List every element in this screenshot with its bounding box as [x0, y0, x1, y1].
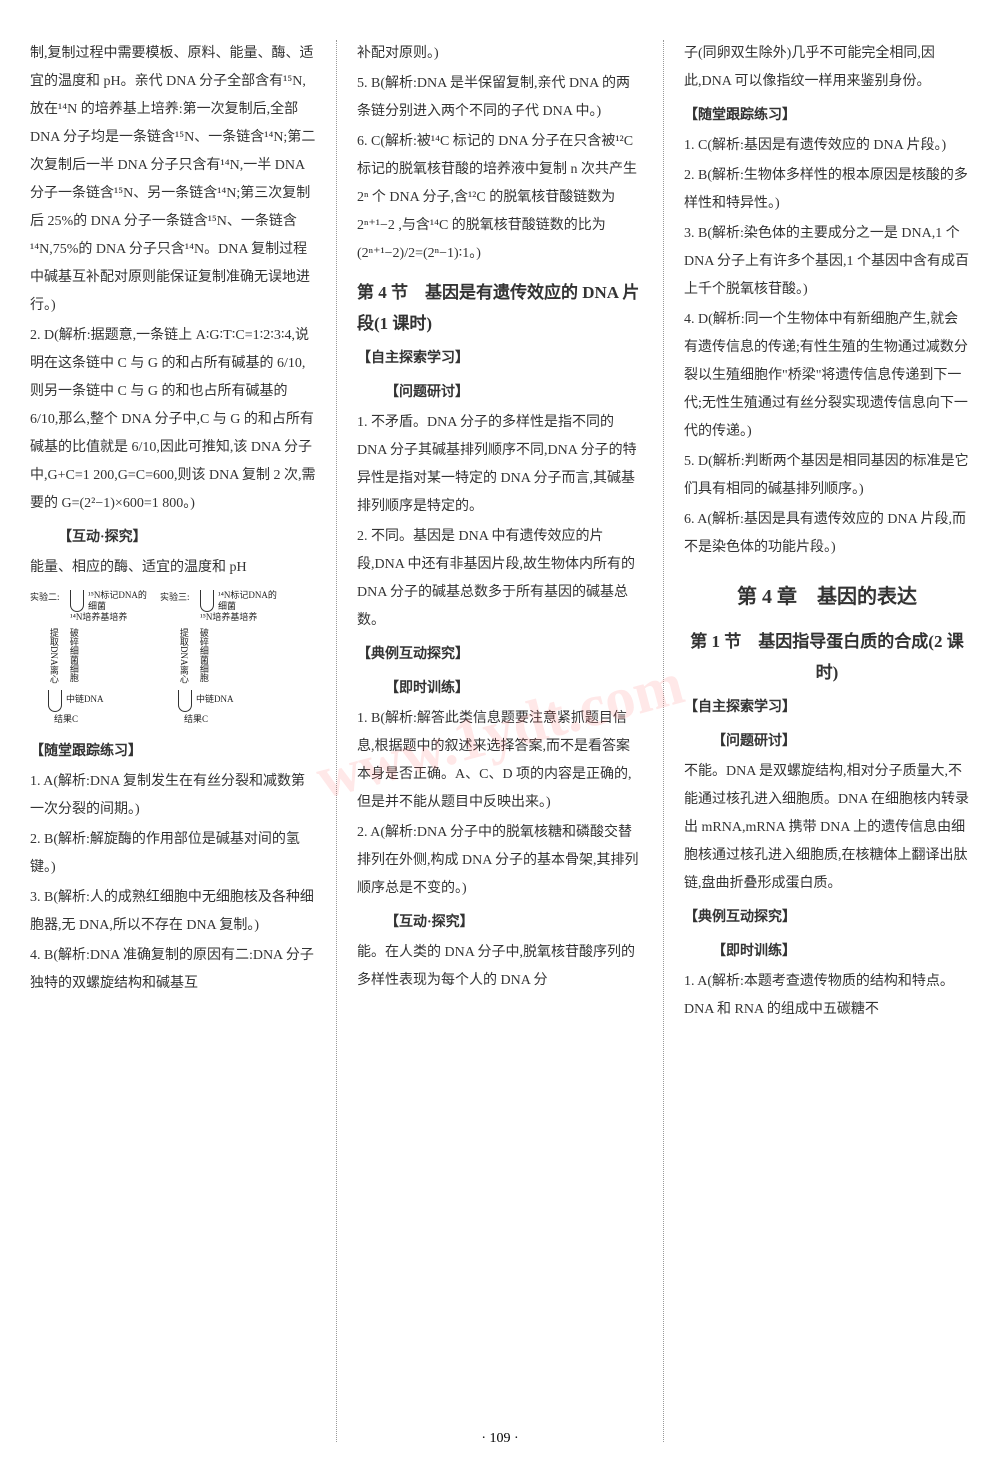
diagram-dna-r: ¹⁴N标记DNA的细菌	[218, 590, 278, 612]
diagram-extract-l: 提取DNA离心	[48, 628, 58, 684]
col3-jishi-title: 【即时训练】	[712, 938, 970, 966]
col3-chapter4-title: 第 4 章 基因的表达	[684, 577, 970, 617]
col3-section1-title: 第 1 节 基因指导蛋白质的合成(2 课时)	[684, 627, 970, 688]
tube-icon-2	[48, 690, 62, 712]
col2-p8: 能。在人类的 DNA 分子中,脱氧核苷酸序列的多样性表现为每个人的 DNA 分	[357, 939, 643, 995]
col3-q6: 6. A(解析:基因是具有遗传效应的 DNA 片段,而不是染色体的功能片段。)	[684, 506, 970, 562]
col1-q1: 1. A(解析:DNA 复制发生在有丝分裂和减数第一次分裂的间期。)	[30, 768, 316, 824]
col3-q3: 3. B(解析:染色体的主要成分之一是 DNA,1 个 DNA 分子上有许多个基…	[684, 220, 970, 304]
diagram-result-r: 结果C	[184, 714, 208, 725]
column-separator-1	[336, 40, 337, 1442]
col2-hudong-title: 【互动·探究】	[385, 909, 643, 937]
col3-p2: 不能。DNA 是双螺旋结构,相对分子质量大,不能通过核孔进入细胞质。DNA 在细…	[684, 758, 970, 898]
experiment-diagram: 实验二: ¹⁵N标记DNA的细菌 ¹⁴N培养基培养 提取DNA离心 破碎细菌细胞…	[30, 590, 316, 730]
col3-q1: 1. C(解析:基因是有遗传效应的 DNA 片段。)	[684, 132, 970, 160]
diagram-break-l: 破碎细菌细胞	[68, 628, 78, 682]
column-separator-2	[663, 40, 664, 1442]
col2-p7: 2. A(解析:DNA 分子中的脱氧核糖和磷酸交替排列在外侧,构成 DNA 分子…	[357, 819, 643, 903]
col2-p6: 1. B(解析:解答此类信息题要注意紧抓题目信息,根据题中的叙述来选择答案,而不…	[357, 705, 643, 817]
col2-p4: 1. 不矛盾。DNA 分子的多样性是指不同的 DNA 分子其碱基排列顺序不同,D…	[357, 409, 643, 521]
diagram-result-l: 结果C	[54, 714, 78, 725]
diagram-right-label: 实验三:	[160, 592, 190, 603]
col3-q4: 4. D(解析:同一个生物体中有新细胞产生,就会有遗传信息的传递;有性生殖的生物…	[684, 306, 970, 446]
col1-q2: 2. B(解析:解旋酶的作用部位是碱基对间的氢键。)	[30, 826, 316, 882]
col2-p1: 补配对原则。)	[357, 40, 643, 68]
col2-p2: 5. B(解析:DNA 是半保留复制,亲代 DNA 的两条链分别进入两个不同的子…	[357, 70, 643, 126]
col1-p1: 制,复制过程中需要模板、原料、能量、酶、适宜的温度和 pH。亲代 DNA 分子全…	[30, 40, 316, 320]
col3-zizhu-title: 【自主探索学习】	[684, 694, 970, 722]
col3-p1: 子(同卵双生除外)几乎不可能完全相同,因此,DNA 可以像指纹一样用来鉴别身份。	[684, 40, 970, 96]
page-container: 制,复制过程中需要模板、原料、能量、酶、适宜的温度和 pH。亲代 DNA 分子全…	[0, 0, 1000, 1462]
col2-dianli-title: 【典例互动探究】	[357, 641, 643, 669]
col2-wenti-title: 【问题研讨】	[385, 379, 643, 407]
col1-q4: 4. B(解析:DNA 准确复制的原因有二:DNA 分子独特的双螺旋结构和碱基互	[30, 942, 316, 998]
diagram-break-r: 破碎细菌细胞	[198, 628, 208, 682]
col1-hudong-title: 【互动·探究】	[58, 524, 316, 552]
diagram-left-label: 实验二:	[30, 592, 60, 603]
tube-icon-4	[178, 690, 192, 712]
tube-icon-3	[200, 590, 214, 612]
col1-p3: 能量、相应的酶、适宜的温度和 pH	[30, 554, 316, 582]
page-number: · 109 ·	[481, 1431, 518, 1447]
col2-p5: 2. 不同。基因是 DNA 中有遗传效应的片段,DNA 中还有非基因片段,故生物…	[357, 523, 643, 635]
col3-dianli-title: 【典例互动探究】	[684, 904, 970, 932]
column-3: 子(同卵双生除外)几乎不可能完全相同,因此,DNA 可以像指纹一样用来鉴别身份。…	[684, 40, 970, 1442]
col1-suitang-title: 【随堂跟踪练习】	[30, 738, 316, 766]
col1-q3: 3. B(解析:人的成熟红细胞中无细胞核及各种细胞器,无 DNA,所以不存在 D…	[30, 884, 316, 940]
tube-icon	[70, 590, 84, 612]
col2-p3: 6. C(解析:被¹⁴C 标记的 DNA 分子在只含被¹²C 标记的脱氧核苷酸的…	[357, 128, 643, 268]
col3-q2: 2. B(解析:生物体多样性的根本原因是核酸的多样性和特异性。)	[684, 162, 970, 218]
diagram-extract-r: 提取DNA离心	[178, 628, 188, 684]
col2-zizhu-title: 【自主探索学习】	[357, 345, 643, 373]
diagram-dna-l: ¹⁵N标记DNA的细菌	[88, 590, 148, 612]
col3-suitang-title: 【随堂跟踪练习】	[684, 102, 970, 130]
col3-wenti-title: 【问题研讨】	[712, 728, 970, 756]
col3-q5: 5. D(解析:判断两个基因是相同基因的标准是它们具有相同的碱基排列顺序。)	[684, 448, 970, 504]
diagram-mid-dna-r: 中链DNA	[196, 694, 234, 705]
col2-jishi-title: 【即时训练】	[385, 675, 643, 703]
column-1: 制,复制过程中需要模板、原料、能量、酶、适宜的温度和 pH。亲代 DNA 分子全…	[30, 40, 316, 1442]
diagram-culture-r: ¹⁵N培养基培养	[200, 612, 280, 623]
diagram-mid-dna-l: 中链DNA	[66, 694, 104, 705]
col2-section4-title: 第 4 节 基因是有遗传效应的 DNA 片段(1 课时)	[357, 278, 643, 339]
column-2: 补配对原则。) 5. B(解析:DNA 是半保留复制,亲代 DNA 的两条链分别…	[357, 40, 643, 1442]
col3-p3: 1. A(解析:本题考查遗传物质的结构和特点。DNA 和 RNA 的组成中五碳糖…	[684, 968, 970, 1024]
col1-p2: 2. D(解析:据题意,一条链上 A∶G∶T∶C=1∶2∶3∶4,说明在这条链中…	[30, 322, 316, 518]
diagram-culture-l: ¹⁴N培养基培养	[70, 612, 150, 623]
